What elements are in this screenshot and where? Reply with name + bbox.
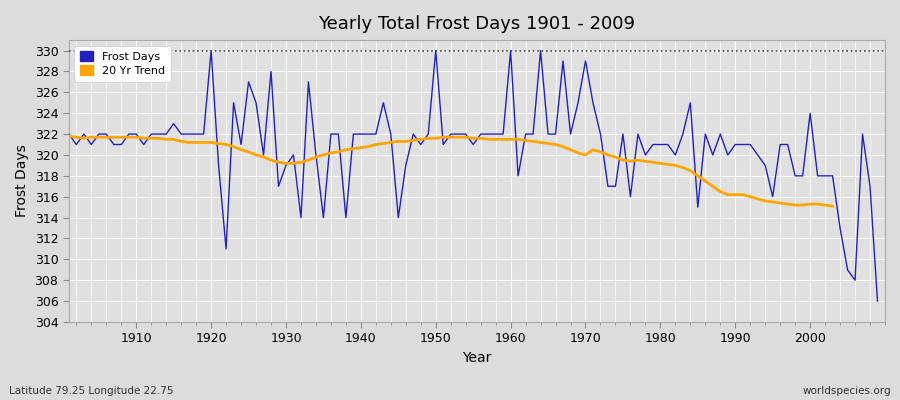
- Legend: Frost Days, 20 Yr Trend: Frost Days, 20 Yr Trend: [75, 46, 171, 82]
- 20 Yr Trend: [752, 196, 763, 201]
- 20 Yr Trend: [737, 192, 748, 197]
- Frost Days: [513, 174, 524, 178]
- Frost Days: [63, 132, 74, 136]
- 20 Yr Trend: [273, 160, 284, 165]
- X-axis label: Year: Year: [463, 351, 491, 365]
- Y-axis label: Frost Days: Frost Days: [15, 145, 29, 218]
- 20 Yr Trend: [775, 200, 786, 205]
- Frost Days: [505, 48, 516, 53]
- Line: Frost Days: Frost Days: [68, 50, 878, 301]
- Line: 20 Yr Trend: 20 Yr Trend: [68, 136, 832, 206]
- Frost Days: [123, 132, 134, 136]
- Title: Yearly Total Frost Days 1901 - 2009: Yearly Total Frost Days 1901 - 2009: [319, 15, 635, 33]
- Text: Latitude 79.25 Longitude 22.75: Latitude 79.25 Longitude 22.75: [9, 386, 174, 396]
- Frost Days: [872, 299, 883, 304]
- 20 Yr Trend: [63, 134, 74, 138]
- 20 Yr Trend: [505, 137, 516, 142]
- 20 Yr Trend: [760, 198, 770, 203]
- Frost Days: [603, 184, 614, 189]
- Frost Days: [206, 48, 217, 53]
- Text: worldspecies.org: worldspecies.org: [803, 386, 891, 396]
- Frost Days: [340, 215, 351, 220]
- 20 Yr Trend: [827, 204, 838, 208]
- Frost Days: [295, 215, 306, 220]
